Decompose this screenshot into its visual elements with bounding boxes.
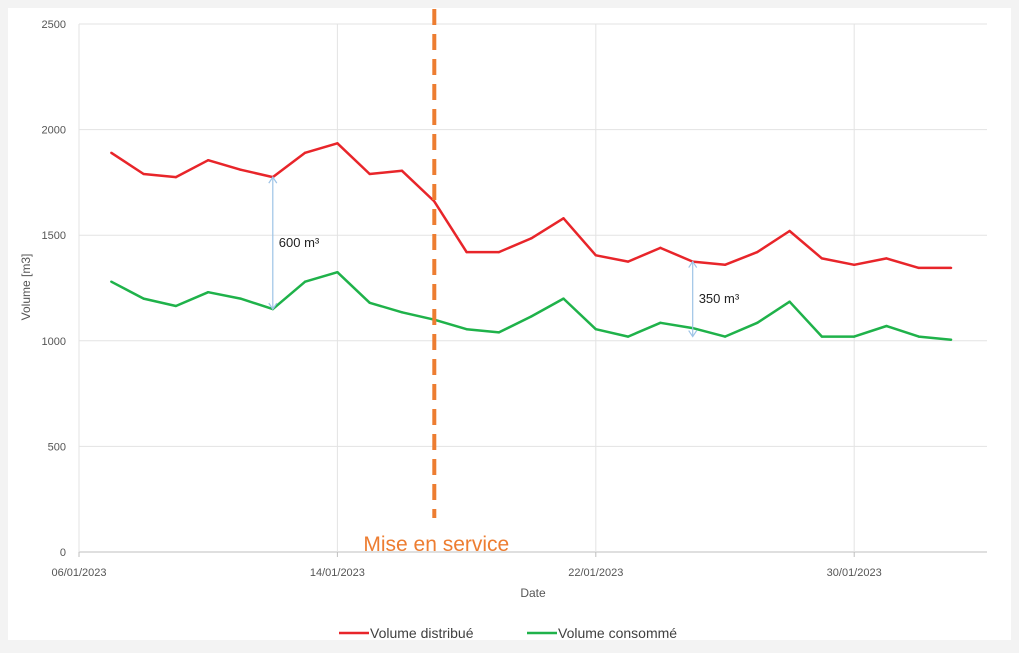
data-point-series-2: [174, 304, 178, 308]
gap-arrow-head-top: [268, 176, 278, 184]
data-point-series-2: [142, 297, 145, 300]
data-point-series-1: [885, 257, 888, 260]
x-tick-label: 14/01/2023: [310, 567, 365, 579]
data-point-series-1: [465, 250, 468, 254]
y-tick-label: 500: [48, 441, 66, 453]
legend-label-2: Volume consommé: [558, 625, 677, 641]
gap-arrow-head-bottom: [688, 330, 698, 338]
x-axis-title: Date: [520, 586, 546, 600]
legend-label-1: Volume distribué: [370, 625, 474, 641]
data-point-series-2: [949, 338, 953, 341]
data-point-series-1: [303, 151, 307, 155]
data-point-series-2: [530, 315, 533, 318]
data-point-series-1: [788, 229, 791, 233]
data-point-series-1: [497, 250, 501, 254]
data-point-series-2: [594, 327, 597, 331]
data-point-series-1: [336, 142, 339, 145]
data-point-series-1: [853, 263, 856, 266]
service-start-label: Mise en service: [363, 533, 509, 556]
data-point-series-2: [207, 291, 210, 294]
data-point-series-1: [110, 151, 113, 155]
data-point-series-2: [659, 321, 662, 325]
y-tick-label: 2000: [42, 125, 66, 137]
data-point-series-2: [626, 335, 630, 338]
data-point-series-1: [949, 266, 953, 270]
data-point-series-1: [626, 260, 630, 263]
data-point-series-2: [368, 301, 371, 304]
gap-label: 600 m³: [279, 235, 320, 250]
data-point-series-1: [142, 172, 145, 176]
data-point-series-2: [497, 331, 501, 334]
data-point-series-1: [917, 266, 920, 270]
data-point-series-2: [336, 270, 339, 274]
data-point-series-2: [239, 297, 242, 300]
data-point-series-1: [400, 169, 404, 172]
data-point-series-1: [207, 159, 210, 162]
data-point-series-1: [756, 250, 759, 254]
data-point-series-2: [756, 321, 759, 325]
data-point-series-1: [659, 246, 662, 250]
data-point-series-2: [853, 335, 856, 338]
y-tick-label: 0: [60, 547, 66, 559]
y-tick-label: 1000: [42, 336, 66, 348]
x-tick-label: 06/01/2023: [51, 567, 106, 579]
data-point-series-2: [788, 300, 791, 303]
data-point-series-2: [820, 335, 824, 338]
data-point-series-1: [174, 175, 178, 179]
data-point-series-1: [368, 172, 371, 176]
y-axis-title: Volume [m3]: [19, 254, 33, 321]
data-point-series-2: [465, 327, 468, 331]
data-point-series-1: [239, 168, 242, 171]
data-point-series-1: [594, 254, 597, 257]
data-point-series-2: [110, 280, 113, 283]
x-tick-label: 30/01/2023: [827, 567, 882, 579]
x-tick-label: 22/01/2023: [568, 567, 623, 579]
data-point-series-1: [530, 237, 533, 240]
data-point-series-2: [303, 280, 307, 283]
data-point-series-1: [562, 217, 565, 220]
data-point-series-2: [400, 311, 404, 314]
data-point-series-1: [433, 200, 436, 203]
data-point-series-2: [723, 335, 727, 338]
y-tick-label: 1500: [42, 230, 66, 242]
data-point-series-2: [885, 324, 888, 328]
data-point-series-1: [820, 257, 824, 260]
gap-arrow-head-top: [688, 260, 698, 268]
gap-label: 350 m³: [699, 291, 740, 306]
y-tick-label: 2500: [42, 19, 66, 31]
gap-arrow-head-bottom: [268, 302, 278, 311]
data-point-series-2: [562, 297, 565, 300]
data-point-series-2: [917, 335, 920, 338]
plot-background: [8, 8, 1011, 640]
data-point-series-1: [723, 263, 727, 266]
